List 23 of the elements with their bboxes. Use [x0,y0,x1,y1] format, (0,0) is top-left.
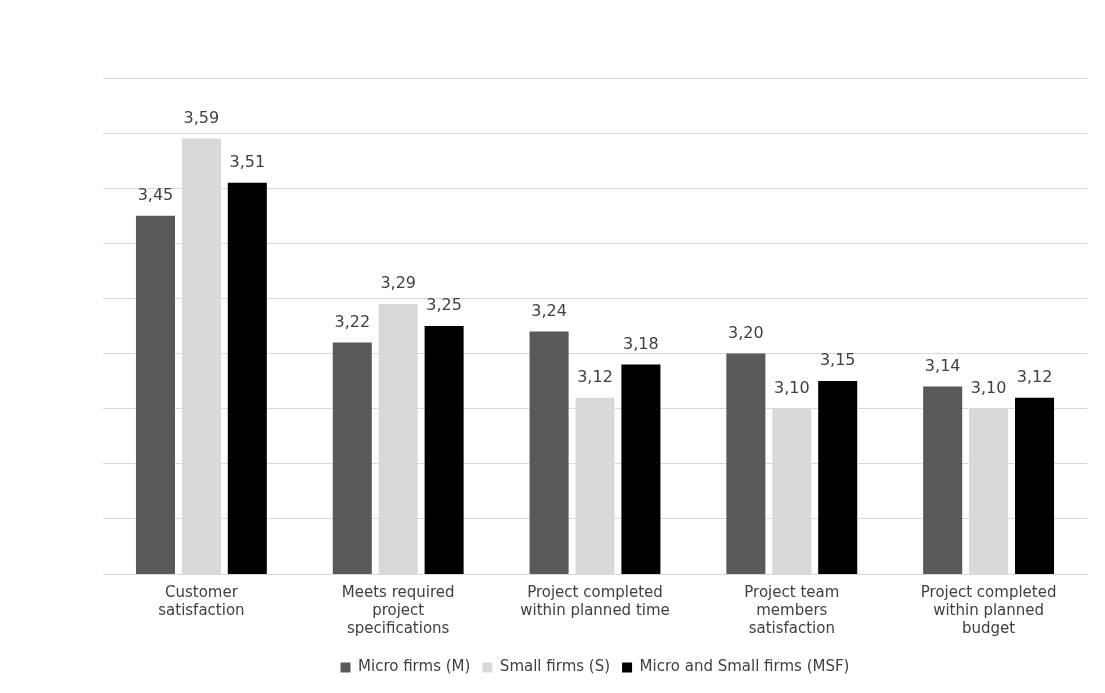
x-tick-label: Project completed within planned budget [920,582,1057,637]
data-label: 3,12 [1016,366,1053,386]
data-label: 3,24 [531,300,567,320]
legend-label: Micro firms (M) [358,657,471,676]
data-label: 3,12 [577,366,613,386]
data-label: 3,45 [137,184,174,204]
data-label: 3,51 [229,151,266,171]
x-tick-label: Customer satisfaction [158,582,245,619]
data-label: 3,59 [183,107,220,127]
x-tick-label: Project completed within planned time [520,582,670,619]
data-label: 3,14 [924,355,961,375]
data-label: 3,15 [819,350,856,370]
data-label: 3,10 [773,377,810,397]
data-label: 3,25 [426,295,462,315]
data-label: 3,29 [380,273,417,293]
data-label: 3,10 [970,377,1007,397]
x-tick-label: Project team members satisfaction [744,582,840,637]
data-label: 3,22 [334,311,371,331]
x-tick-label: Meets required project specifications [341,582,455,637]
data-label: 3,18 [623,333,659,353]
legend-label: Small firms (S) [499,657,611,676]
data-label: 3,20 [728,322,764,342]
legend-label: Micro and Small firms (MSF) [639,657,850,676]
